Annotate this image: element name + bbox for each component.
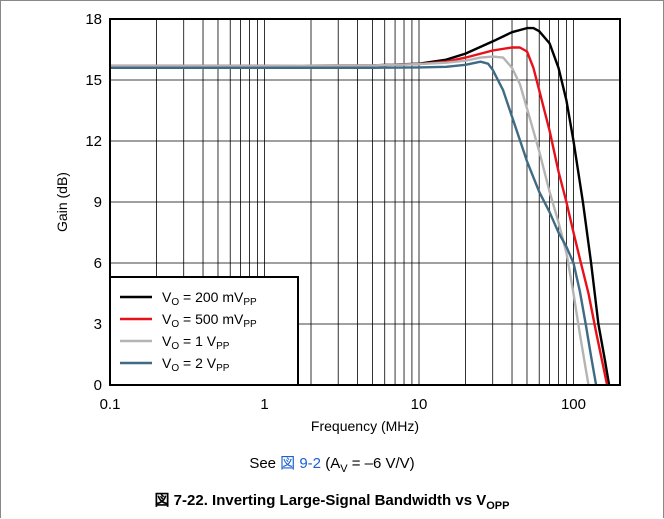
legend-entry-3: VO = 2 VPP xyxy=(162,355,230,374)
legend-box xyxy=(109,276,299,386)
legend-entry-1: VO = 500 mVPP xyxy=(162,311,257,330)
plot-frame xyxy=(109,18,621,386)
legend-entry-0: VO = 200 mVPP xyxy=(162,289,257,308)
y-tick-label: 0 xyxy=(94,377,102,394)
series-line-3 xyxy=(110,60,598,386)
chart: 0 3 6 9 12 15 18 0.1 1 10 100 Frequency (MHz) Gain … xyxy=(54,11,621,434)
y-tick-label: 6 xyxy=(94,255,102,272)
figure-caption: 図 7-22. Inverting Large-Signal Bandwidth… xyxy=(0,489,664,512)
x-tick-label: 10 xyxy=(411,396,428,413)
note-suffix: = –6 V/V) xyxy=(347,455,415,472)
note-sub: V xyxy=(340,463,348,475)
x-tick-label: 0.1 xyxy=(100,396,121,413)
x-tick-label: 1 xyxy=(260,396,268,413)
caption-sub: OPP xyxy=(486,500,510,512)
x-axis-label: Frequency (MHz) xyxy=(311,418,419,434)
figure-reference-link[interactable]: 図 9-2 xyxy=(280,455,322,472)
figure-note: See 図 9-2 (AV = –6 V/V) xyxy=(0,452,664,475)
caption-main: 図 7-22. Inverting Large-Signal Bandwidth… xyxy=(154,492,487,509)
y-axis-label: Gain (dB) xyxy=(54,172,70,232)
x-tick-label: 100 xyxy=(561,396,586,413)
y-tick-label: 12 xyxy=(85,133,102,150)
y-tick-label: 9 xyxy=(94,194,102,211)
y-tick-label: 18 xyxy=(85,11,102,28)
note-prefix: See xyxy=(249,455,281,472)
note-mid: (A xyxy=(321,455,341,472)
y-tick-label: 15 xyxy=(85,72,102,89)
series-line-2 xyxy=(110,55,590,386)
y-tick-label: 3 xyxy=(94,316,102,333)
legend-entry-2: VO = 1 VPP xyxy=(162,333,230,352)
